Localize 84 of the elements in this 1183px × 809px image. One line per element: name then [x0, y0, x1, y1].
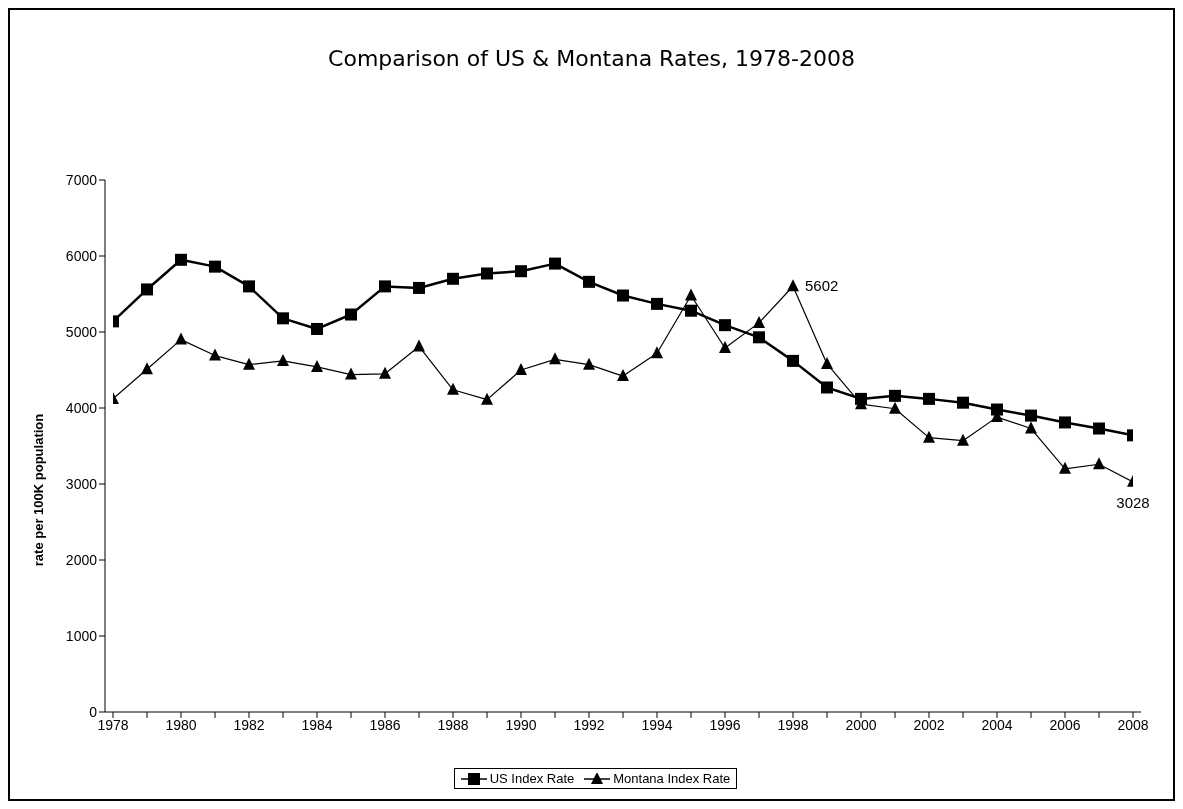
- point: [821, 356, 833, 369]
- point: [481, 392, 493, 405]
- point: [1059, 461, 1071, 474]
- point: [583, 357, 595, 370]
- point: [481, 267, 493, 280]
- x-tick-label: 1996: [709, 716, 741, 733]
- point: [515, 265, 527, 278]
- point: [617, 369, 629, 382]
- x-tick-label: 2002: [913, 716, 945, 733]
- point: [243, 280, 255, 293]
- y-tick-label: 4000: [65, 399, 98, 416]
- point: [821, 381, 833, 394]
- y-tick-label: 2000: [65, 551, 98, 568]
- point: [753, 315, 765, 328]
- point: [1093, 457, 1105, 470]
- point: [617, 289, 629, 302]
- point: [379, 366, 391, 379]
- point: [719, 340, 731, 353]
- point: [651, 346, 663, 359]
- x-tick-label: 1994: [641, 716, 673, 733]
- point: [209, 348, 221, 361]
- point: [583, 275, 595, 288]
- x-tick-label: 1992: [573, 716, 605, 733]
- point: [787, 354, 799, 367]
- data-label: 5602: [805, 277, 839, 295]
- x-tick-label: 2000: [845, 716, 877, 733]
- point: [957, 433, 969, 446]
- point: [685, 304, 697, 317]
- point: [243, 357, 255, 370]
- point: [957, 396, 969, 409]
- point: [549, 257, 561, 270]
- point: [277, 353, 289, 366]
- point: [515, 363, 527, 375]
- x-tick-label: 2006: [1049, 716, 1081, 733]
- point: [311, 322, 323, 335]
- point: [1093, 422, 1105, 435]
- point: [685, 288, 697, 301]
- x-tick-label: 1982: [233, 716, 265, 733]
- x-tick-label: 1988: [437, 716, 469, 733]
- point: [651, 297, 663, 310]
- x-tick-label: 2004: [981, 716, 1013, 733]
- point: [209, 260, 221, 273]
- y-tick-label: 3000: [65, 475, 98, 492]
- point: [1025, 409, 1037, 422]
- point: [923, 430, 935, 443]
- point: [447, 382, 459, 395]
- y-tick-label: 6000: [65, 247, 98, 264]
- point: [141, 283, 153, 296]
- point: [787, 279, 799, 292]
- point: [175, 253, 187, 266]
- data-label: 3028: [1116, 493, 1150, 511]
- point: [141, 362, 153, 375]
- point: [379, 280, 391, 293]
- point: [311, 359, 323, 372]
- point: [549, 352, 561, 365]
- x-tick-label: 2008: [1117, 716, 1149, 733]
- point: [345, 367, 357, 380]
- point: [923, 392, 935, 405]
- y-tick-label: 5000: [65, 323, 98, 340]
- legend-label: US Index Rate: [488, 771, 575, 786]
- chart-title: Comparison of US & Montana Rates, 1978-2008: [327, 46, 856, 71]
- point: [1025, 421, 1037, 434]
- point: [175, 332, 187, 345]
- point: [413, 339, 425, 352]
- x-tick-label: 1998: [777, 716, 809, 733]
- x-tick-label: 1978: [97, 716, 129, 733]
- x-tick-label: 1984: [301, 716, 333, 733]
- x-tick-label: 1986: [369, 716, 401, 733]
- point: [719, 319, 731, 332]
- point: [1059, 416, 1071, 429]
- point: [447, 272, 459, 285]
- point: [889, 401, 901, 414]
- legend-label: Montana Index Rate: [612, 771, 731, 786]
- x-tick-label: 1990: [505, 716, 537, 733]
- x-tick-label: 1980: [165, 716, 197, 733]
- y-tick-label: 1000: [65, 627, 98, 644]
- point: [277, 312, 289, 325]
- y-axis-title: rate per 100K population: [30, 413, 46, 567]
- y-tick-label: 0: [89, 703, 98, 720]
- y-tick-label: 7000: [65, 171, 98, 188]
- point: [413, 281, 425, 294]
- point: [345, 308, 357, 321]
- point: [753, 331, 765, 344]
- point: [889, 389, 901, 402]
